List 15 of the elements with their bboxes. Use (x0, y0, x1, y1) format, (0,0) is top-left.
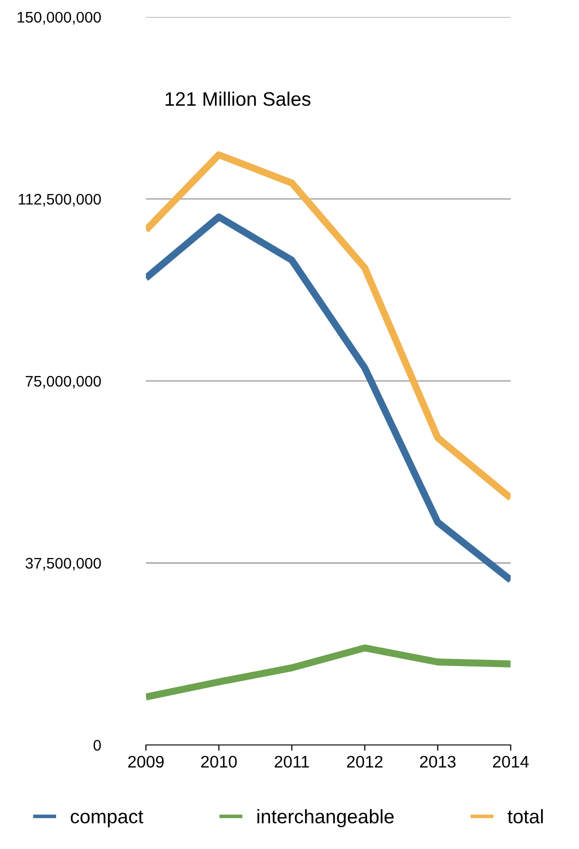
y-tick-label: 150,000,000 (18, 12, 101, 24)
x-tick-label: 2009 (128, 756, 164, 768)
y-tick-label: 37,500,000 (26, 558, 101, 570)
y-tick-label: 0 (94, 740, 101, 751)
x-tick-label: 2012 (347, 756, 382, 768)
legend-label: total (508, 809, 543, 824)
y-tick-label: 112,500,000 (18, 194, 101, 206)
x-tick-label: 2010 (201, 756, 237, 768)
legend-label: compact (70, 810, 144, 828)
x-tick-label: 2014 (492, 756, 529, 768)
text: 121 Million Sales (166, 92, 310, 106)
x-tick-label: 2011 (274, 756, 309, 768)
legend-label: interchangeable (257, 809, 394, 828)
x-tick-label: 2013 (420, 756, 456, 768)
y-tick-label: 75,000,000 (26, 376, 101, 388)
